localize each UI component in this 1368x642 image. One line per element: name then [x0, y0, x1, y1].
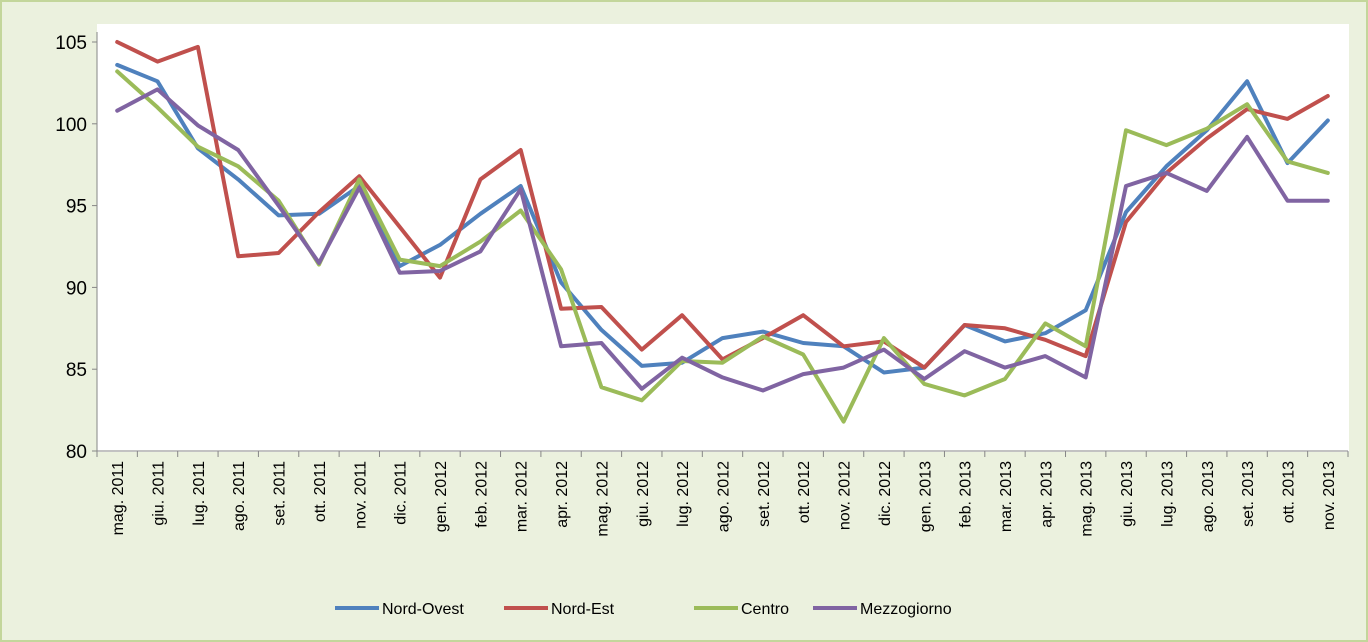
- x-tick-label: mar. 2013: [998, 461, 1015, 532]
- x-tick-label: ago. 2012: [716, 461, 733, 532]
- y-tick-label: 85: [66, 360, 87, 381]
- y-tick-label: 105: [55, 33, 87, 54]
- x-tick-label: apr. 2012: [554, 461, 571, 528]
- x-tick-label: mag. 2013: [1079, 461, 1096, 537]
- x-tick-label: ago. 2013: [1200, 461, 1217, 532]
- x-tick-label: nov. 2013: [1321, 461, 1338, 530]
- series-line: [115, 87, 1330, 393]
- legend-label: Nord-Ovest: [382, 601, 464, 618]
- x-tick-label: set. 2012: [756, 461, 773, 527]
- legend-label: Nord-Est: [551, 601, 615, 618]
- x-tick-label: giu. 2013: [1119, 461, 1136, 527]
- x-tick-label: lug. 2013: [1159, 461, 1176, 527]
- x-tick-label: dic. 2012: [877, 461, 894, 526]
- x-tick-label: gen. 2013: [917, 461, 934, 532]
- y-tick-label: 100: [55, 115, 87, 136]
- x-tick-label: feb. 2013: [958, 461, 975, 528]
- x-tick-label: lug. 2011: [191, 461, 208, 526]
- x-tick-label: mag. 2011: [110, 461, 127, 536]
- x-tick-label: nov. 2011: [352, 461, 369, 529]
- x-tick-label: giu. 2011: [151, 461, 168, 526]
- x-tick-label: lug. 2012: [675, 461, 692, 527]
- x-tick-label: mag. 2012: [594, 461, 611, 537]
- legend-label: Mezzogiorno: [860, 601, 952, 618]
- x-tick-label: ott. 2013: [1280, 461, 1297, 523]
- x-tick-label: apr. 2013: [1038, 461, 1055, 528]
- x-tick-label: ott. 2011: [312, 461, 329, 522]
- x-tick-label: feb. 2012: [473, 461, 490, 528]
- y-tick-label: 90: [66, 278, 87, 299]
- x-tick-label: nov. 2012: [837, 461, 854, 530]
- y-tick-label: 95: [66, 197, 87, 218]
- x-tick-label: set. 2013: [1240, 461, 1257, 527]
- plot-area: [97, 24, 1349, 452]
- x-tick-label: ott. 2012: [796, 461, 813, 523]
- x-tick-label: ago. 2011: [231, 461, 248, 531]
- legend-label: Centro: [741, 601, 789, 618]
- x-tick-label: set. 2011: [272, 461, 289, 526]
- x-tick-label: giu. 2012: [635, 461, 652, 527]
- series-line: [115, 40, 1330, 370]
- y-tick-label: 80: [66, 442, 87, 463]
- x-tick-label: gen. 2012: [433, 461, 450, 532]
- x-tick-label: mar. 2012: [514, 461, 531, 532]
- x-tick-label: dic. 2011: [393, 461, 410, 525]
